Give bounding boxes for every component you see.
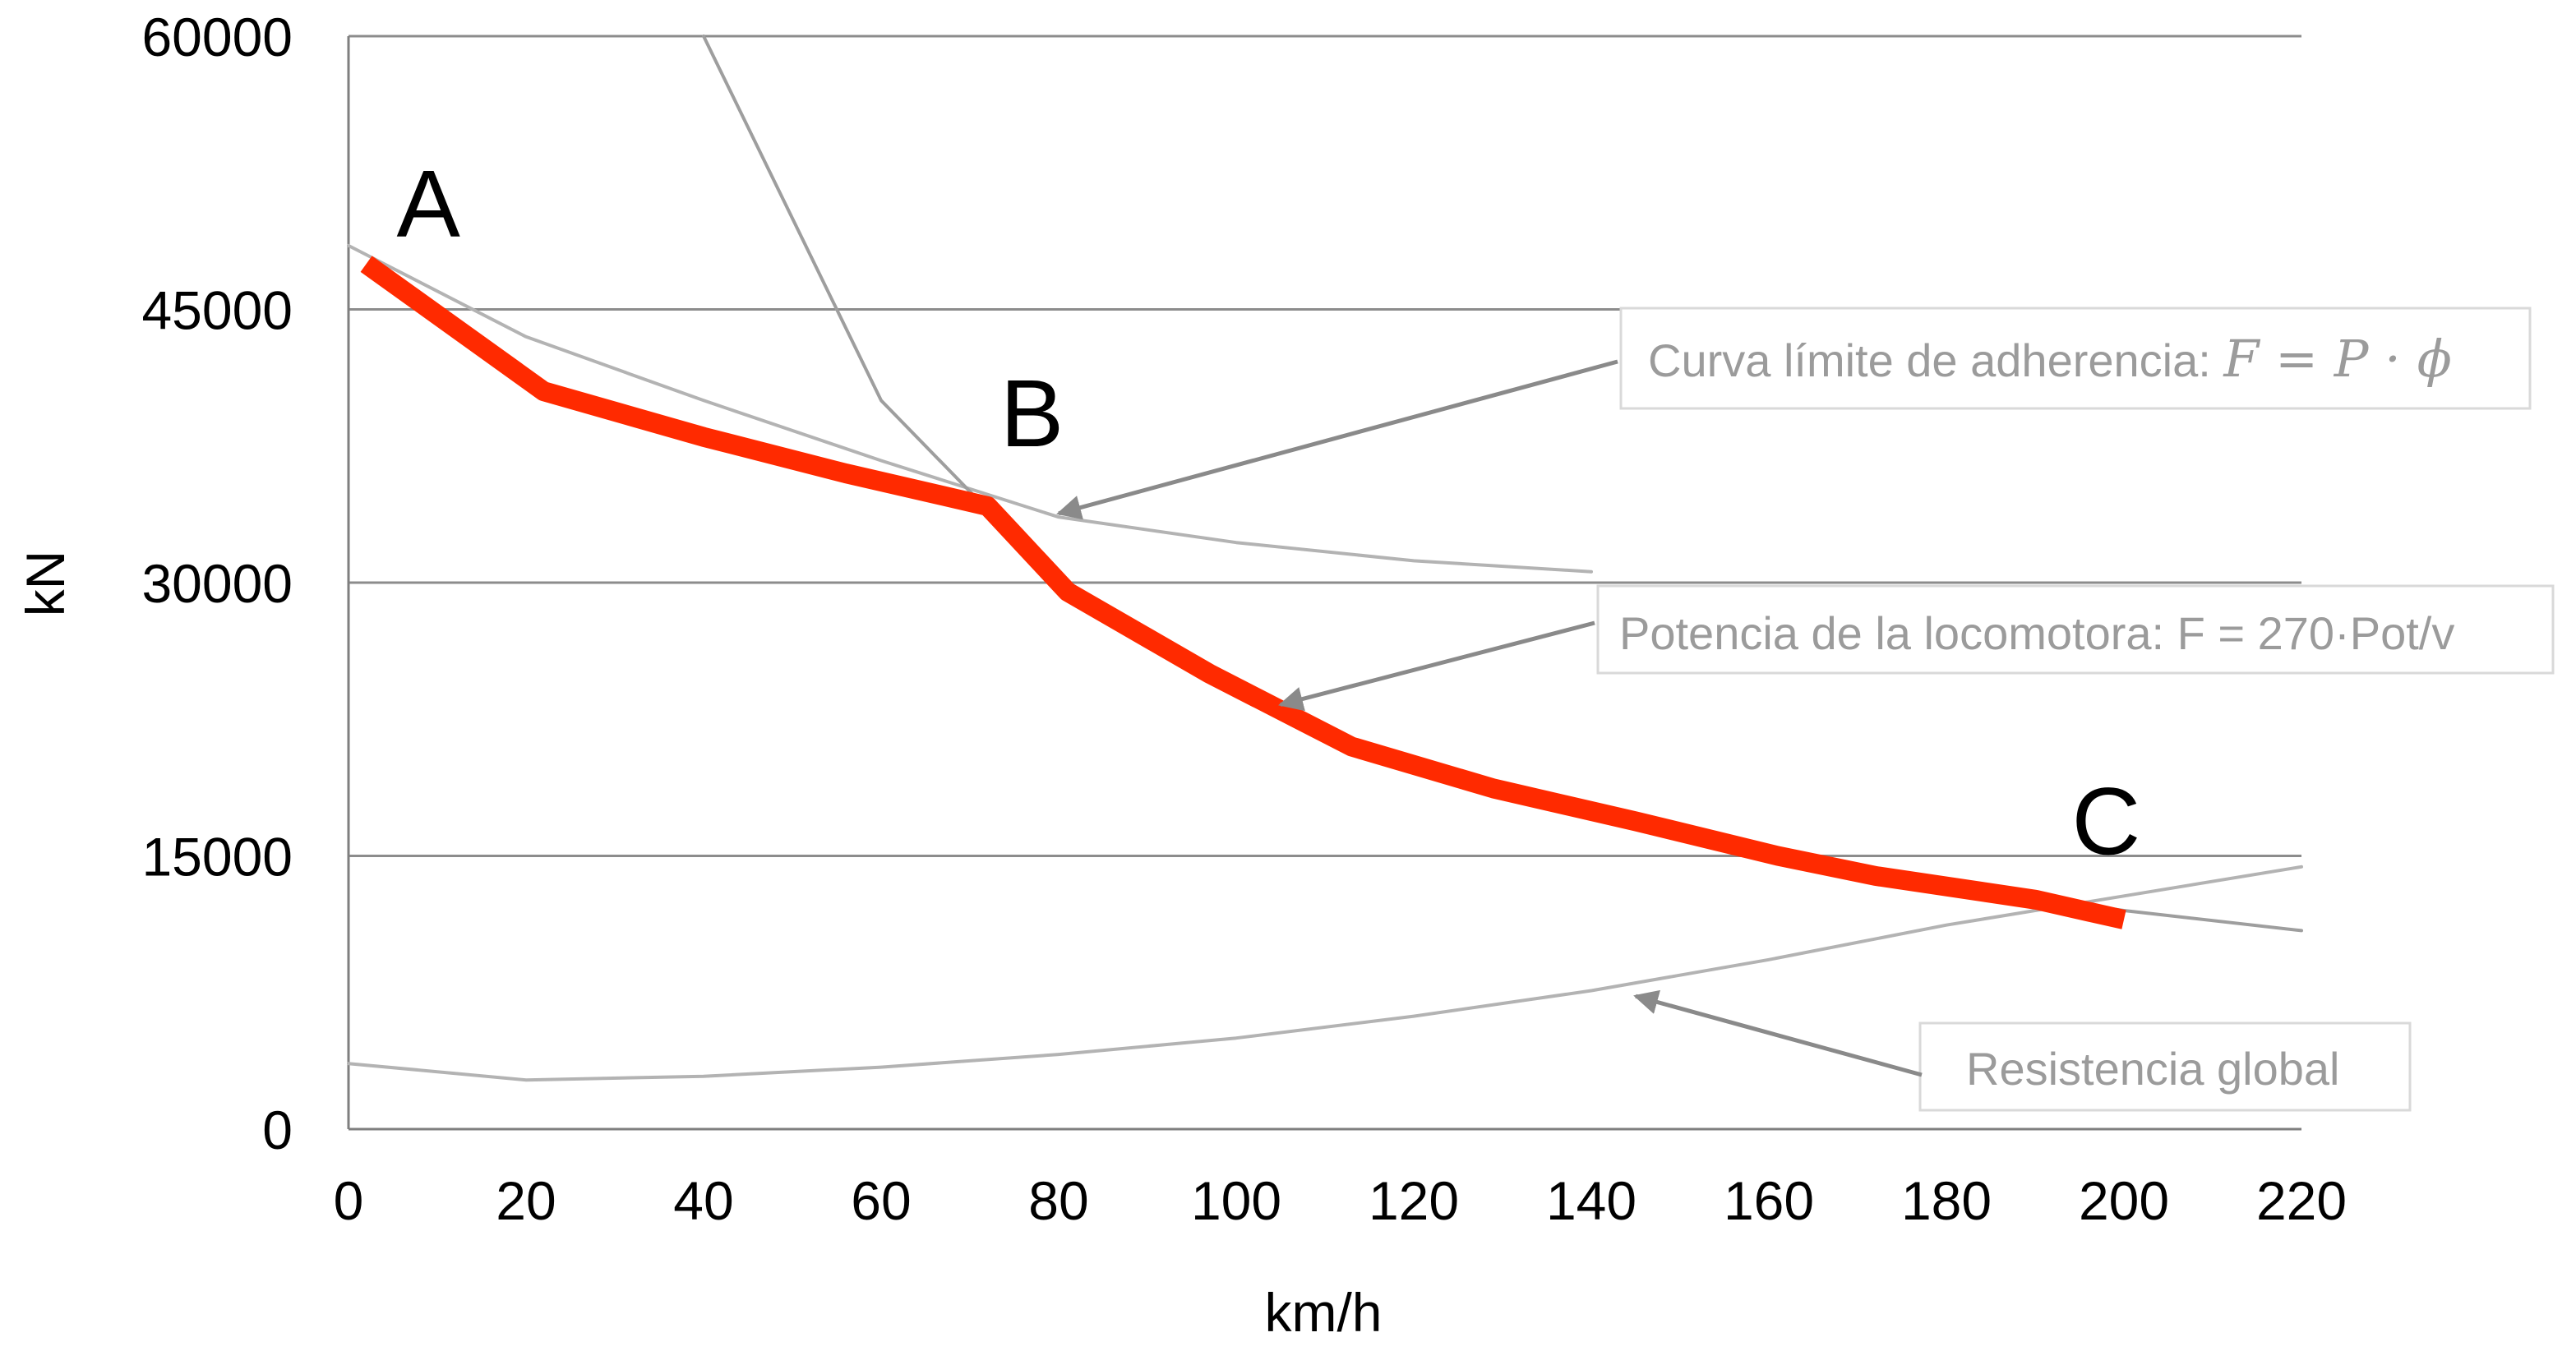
point-label-a: A bbox=[397, 150, 461, 257]
annotation-adherence: Curva límite de adherencia: F = P · ϕ bbox=[1056, 307, 2532, 520]
y-axis-ticks: 0 15000 30000 45000 60000 bbox=[141, 7, 293, 1160]
annotation-adherence-box bbox=[1619, 307, 2532, 410]
annotation-adherence-label: Curva límite de adherencia: F = P · ϕ bbox=[1648, 329, 2452, 389]
series-adherence-limit-line bbox=[347, 243, 1593, 574]
series-layer bbox=[347, 35, 2303, 1082]
y-tick-label: 15000 bbox=[141, 827, 293, 888]
x-tick-label: 140 bbox=[1546, 1170, 1637, 1231]
annotation-adherence-arrow bbox=[1056, 359, 1618, 520]
y-tick-label: 0 bbox=[262, 1100, 293, 1160]
x-tick-label: 20 bbox=[496, 1170, 556, 1231]
x-tick-label: 120 bbox=[1369, 1170, 1459, 1231]
series-global-resistance-line bbox=[347, 865, 2303, 1082]
x-tick-label: 220 bbox=[2256, 1170, 2347, 1231]
grid-lines bbox=[347, 35, 2301, 1131]
x-tick-label: 200 bbox=[2079, 1170, 2169, 1231]
annotation-adherence-formula: F = P · ϕ bbox=[2223, 329, 2452, 389]
x-tick-label: 80 bbox=[1028, 1170, 1088, 1231]
annotation-resistance: Resistencia global bbox=[1633, 989, 2412, 1112]
annotation-power-label: Potencia de la locomotora: F = 270·Pot/v bbox=[1619, 607, 2454, 659]
annotation-resistance-box bbox=[1918, 1021, 2412, 1112]
annotation-resistance-arrow bbox=[1633, 989, 1923, 1077]
y-tick-label: 30000 bbox=[141, 553, 293, 614]
annotation-power: Potencia de la locomotora: F = 270·Pot/v bbox=[1278, 584, 2555, 712]
annotation-resistance-label: Resistencia global bbox=[1966, 1043, 2339, 1095]
y-tick-label: 60000 bbox=[141, 7, 293, 67]
x-axis-label: km/h bbox=[1264, 1282, 1382, 1343]
y-tick-label: 45000 bbox=[141, 280, 293, 341]
x-tick-label: 160 bbox=[1724, 1170, 1814, 1231]
point-label-c: C bbox=[2072, 768, 2141, 874]
x-tick-label: 40 bbox=[673, 1170, 733, 1231]
x-tick-label: 60 bbox=[851, 1170, 911, 1231]
x-tick-label: 100 bbox=[1191, 1170, 1281, 1231]
x-tick-label: 0 bbox=[334, 1170, 364, 1231]
x-tick-label: 180 bbox=[1901, 1170, 1992, 1231]
point-labels: A B C bbox=[397, 150, 2141, 874]
x-axis-ticks: 0 20 40 60 80 100 120 140 160 180 200 220 bbox=[334, 1170, 2347, 1231]
annotation-power-arrow bbox=[1278, 620, 1595, 712]
point-label-b: B bbox=[1000, 360, 1064, 467]
annotation-power-box bbox=[1596, 584, 2555, 675]
y-axis-label: kN bbox=[15, 551, 76, 617]
